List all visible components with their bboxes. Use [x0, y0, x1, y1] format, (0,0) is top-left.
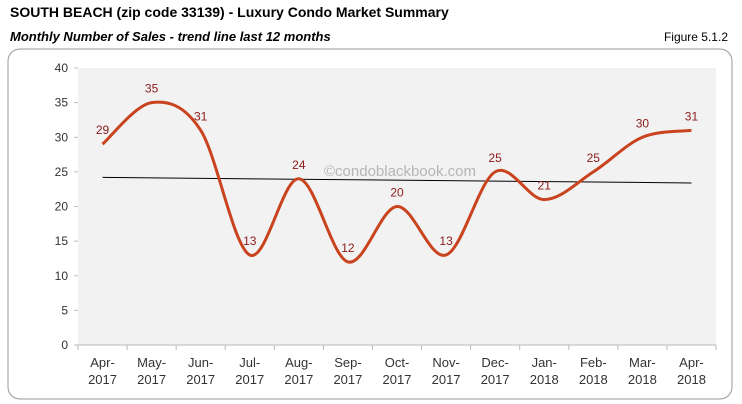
y-tick-label: 15 [55, 234, 69, 248]
watermark: ©condoblackbook.com [324, 163, 476, 180]
y-tick-label: 25 [55, 165, 69, 179]
x-tick-label-line: Dec- [481, 355, 508, 370]
data-label: 13 [439, 234, 453, 248]
x-tick-label: Oct- 2017 [383, 355, 412, 387]
x-tick-label-line: 2017 [284, 372, 313, 387]
x-tick-label: Jun- 2017 [186, 355, 215, 387]
x-tick-label-line: Sep- [334, 355, 361, 370]
x-tick-label-line: 2017 [137, 372, 166, 387]
data-label: 31 [685, 109, 699, 123]
x-tick-label-line: 2017 [383, 372, 412, 387]
x-tick-label-line: 2018 [677, 372, 706, 387]
page-title: SOUTH BEACH (zip code 33139) - Luxury Co… [10, 4, 449, 20]
data-label: 25 [587, 151, 601, 165]
x-tick-label: Dec- 2017 [481, 355, 510, 387]
x-tick-label: Jul- 2017 [235, 355, 264, 387]
y-tick-label: 10 [55, 269, 69, 283]
y-tick-label: 40 [55, 61, 69, 75]
y-tick-label: 30 [55, 130, 69, 144]
data-label: 24 [292, 158, 306, 172]
data-label: 31 [194, 109, 208, 123]
x-tick-label-line: 2017 [235, 372, 264, 387]
data-label: 12 [341, 241, 355, 255]
x-tick-label-line: 2017 [88, 372, 117, 387]
data-label: 21 [538, 179, 552, 193]
x-tick-label: Sep- 2017 [333, 355, 362, 387]
data-label: 30 [636, 116, 650, 130]
x-tick-label-line: 2018 [579, 372, 608, 387]
x-tick-label-line: 2017 [481, 372, 510, 387]
figure-label: Figure 5.1.2 [664, 30, 728, 44]
y-tick-label: 0 [61, 338, 68, 352]
x-tick-label: Aug- 2017 [284, 355, 313, 387]
x-tick-label: Apr- 2018 [677, 355, 706, 387]
x-tick-label: Jan- 2018 [530, 355, 559, 387]
x-tick-label: Apr- 2017 [88, 355, 117, 387]
x-tick-label-line: Aug- [285, 355, 312, 370]
x-tick-label-line: Nov- [432, 355, 459, 370]
x-tick-label: May- 2017 [137, 355, 166, 387]
y-tick-label: 20 [55, 200, 69, 214]
subtitle: Monthly Number of Sales - trend line las… [10, 29, 331, 44]
x-tick-label-line: Apr- [679, 355, 704, 370]
x-tick-label: Mar- 2018 [628, 355, 657, 387]
x-tick-label-line: Apr- [90, 355, 115, 370]
chart-frame [7, 48, 733, 400]
x-tick-label-line: Jan- [532, 355, 557, 370]
data-label: 20 [390, 186, 404, 200]
x-tick-label-line: 2018 [530, 372, 559, 387]
data-label: 29 [96, 123, 110, 137]
data-label: 13 [243, 234, 257, 248]
x-tick-label-line: Feb- [580, 355, 607, 370]
y-tick-label: 5 [61, 303, 68, 317]
x-tick-label: Feb- 2018 [579, 355, 608, 387]
y-tick-label: 35 [55, 96, 69, 110]
line-series [101, 100, 692, 264]
x-tick-label-line: Jun- [188, 355, 213, 370]
x-tick-label-line: Mar- [629, 355, 656, 370]
x-tick-label-line: Jul- [239, 355, 260, 370]
data-label: 25 [488, 151, 502, 165]
x-tick-label: Nov- 2017 [432, 355, 461, 387]
x-tick-label-line: 2018 [628, 372, 657, 387]
trend-line [102, 176, 692, 184]
x-tick-label-line: 2017 [432, 372, 461, 387]
x-tick-label-line: 2017 [333, 372, 362, 387]
x-tick-label-line: 2017 [186, 372, 215, 387]
data-label: 35 [145, 82, 159, 96]
x-tick-label-line: May- [137, 355, 166, 370]
x-tick-label-line: Oct- [385, 355, 410, 370]
